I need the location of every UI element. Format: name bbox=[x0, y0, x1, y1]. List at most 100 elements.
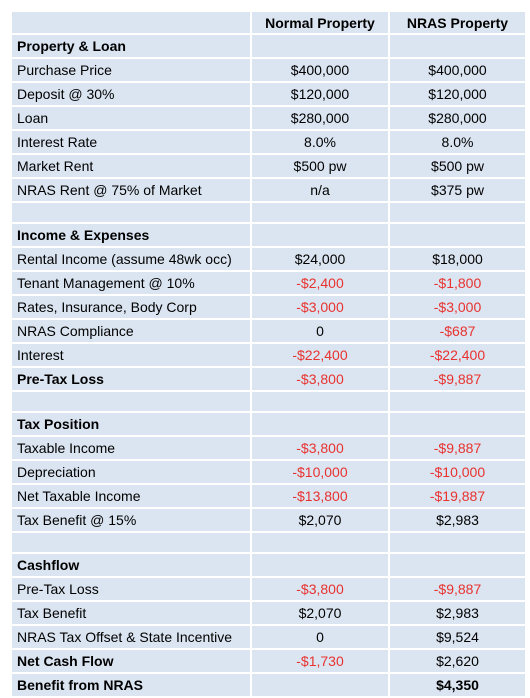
row-label: Income & Expenses bbox=[10, 222, 252, 248]
value-cell: -$19,887 bbox=[388, 483, 527, 509]
row-label: Market Rent bbox=[10, 153, 252, 179]
row-label: Purchase Price bbox=[10, 57, 252, 83]
value-cell: -$9,887 bbox=[388, 366, 527, 392]
value-cell: $500 pw bbox=[388, 153, 527, 179]
header-cell bbox=[10, 10, 252, 35]
value-cell: $4,350 bbox=[388, 672, 527, 698]
value-cell: n/a bbox=[250, 177, 390, 203]
row-label: Net Taxable Income bbox=[10, 483, 252, 509]
value-cell: -$1,800 bbox=[388, 270, 527, 296]
value-cell: $400,000 bbox=[388, 57, 527, 83]
value-cell: $280,000 bbox=[250, 105, 390, 131]
value-cell: -$10,000 bbox=[250, 459, 390, 485]
empty-cell bbox=[388, 33, 527, 59]
row-label: Tax Benefit bbox=[10, 600, 252, 626]
value-cell: 8.0% bbox=[250, 129, 390, 155]
value-cell: $2,070 bbox=[250, 507, 390, 533]
row-label: Taxable Income bbox=[10, 435, 252, 461]
empty-cell bbox=[388, 552, 527, 578]
table-row: NRAS Tax Offset & State Incentive 0 $9,524 bbox=[10, 624, 527, 650]
table-row: Rental Income (assume 48wk occ) $24,000 $1… bbox=[10, 246, 527, 272]
table-row: Pre-Tax Loss -$3,800 -$9,887 bbox=[10, 366, 527, 392]
empty-cell bbox=[10, 201, 252, 224]
table-body: Property & Loan Purchase Price $400,000 $40… bbox=[10, 33, 527, 698]
empty-cell bbox=[388, 201, 527, 224]
value-cell: 0 bbox=[250, 318, 390, 344]
value-cell: 0 bbox=[250, 624, 390, 650]
table-row: Income & Expenses bbox=[10, 222, 527, 248]
empty-cell bbox=[250, 552, 390, 578]
page: Normal Property NRAS Property Property &… bbox=[10, 10, 527, 698]
value-cell: $120,000 bbox=[388, 81, 527, 107]
empty-cell bbox=[250, 672, 390, 698]
value-cell: -$13,800 bbox=[250, 483, 390, 509]
value-cell: $2,620 bbox=[388, 648, 527, 674]
header-cell: Normal Property bbox=[250, 10, 390, 35]
value-cell: -$3,800 bbox=[250, 435, 390, 461]
table-row: Net Taxable Income -$13,800 -$19,887 bbox=[10, 483, 527, 509]
value-cell: -$3,800 bbox=[250, 576, 390, 602]
row-label: Interest bbox=[10, 342, 252, 368]
value-cell: $120,000 bbox=[250, 81, 390, 107]
row-label: Rates, Insurance, Body Corp bbox=[10, 294, 252, 320]
empty-cell bbox=[388, 531, 527, 554]
table-row: Interest -$22,400 -$22,400 bbox=[10, 342, 527, 368]
value-cell: $9,524 bbox=[388, 624, 527, 650]
row-label: Loan bbox=[10, 105, 252, 131]
table-row: NRAS Rent @ 75% of Market n/a $375 pw bbox=[10, 177, 527, 203]
value-cell: $18,000 bbox=[388, 246, 527, 272]
row-label: Cashflow bbox=[10, 552, 252, 578]
value-cell: $2,070 bbox=[250, 600, 390, 626]
row-label: Rental Income (assume 48wk occ) bbox=[10, 246, 252, 272]
table-row: Tax Position bbox=[10, 411, 527, 437]
value-cell: -$9,887 bbox=[388, 435, 527, 461]
empty-cell bbox=[10, 390, 252, 413]
empty-cell bbox=[250, 201, 390, 224]
value-cell: -$22,400 bbox=[388, 342, 527, 368]
table-row: Tenant Management @ 10% -$2,400 -$1,800 bbox=[10, 270, 527, 296]
property-comparison-table: Normal Property NRAS Property Property &… bbox=[10, 10, 527, 698]
empty-cell bbox=[388, 411, 527, 437]
value-cell: $2,983 bbox=[388, 507, 527, 533]
value-cell: -$3,800 bbox=[250, 366, 390, 392]
empty-cell bbox=[250, 33, 390, 59]
row-label: Deposit @ 30% bbox=[10, 81, 252, 107]
table-row: Taxable Income -$3,800 -$9,887 bbox=[10, 435, 527, 461]
table-row: Market Rent $500 pw $500 pw bbox=[10, 153, 527, 179]
value-cell: $375 pw bbox=[388, 177, 527, 203]
empty-cell bbox=[388, 222, 527, 248]
table-row: Benefit from NRAS $4,350 bbox=[10, 672, 527, 698]
value-cell: $24,000 bbox=[250, 246, 390, 272]
empty-cell bbox=[388, 390, 527, 413]
table-row: Rates, Insurance, Body Corp -$3,000 -$3,00… bbox=[10, 294, 527, 320]
table-row bbox=[10, 201, 527, 224]
row-label: Interest Rate bbox=[10, 129, 252, 155]
row-label: NRAS Compliance bbox=[10, 318, 252, 344]
value-cell: $500 pw bbox=[250, 153, 390, 179]
value-cell: $280,000 bbox=[388, 105, 527, 131]
value-cell: -$22,400 bbox=[250, 342, 390, 368]
row-label: Depreciation bbox=[10, 459, 252, 485]
table-row: Cashflow bbox=[10, 552, 527, 578]
table-row: Pre-Tax Loss -$3,800 -$9,887 bbox=[10, 576, 527, 602]
value-cell: $2,983 bbox=[388, 600, 527, 626]
table-row: Purchase Price $400,000 $400,000 bbox=[10, 57, 527, 83]
table-row: Deposit @ 30% $120,000 $120,000 bbox=[10, 81, 527, 107]
table-row: Tax Benefit $2,070 $2,983 bbox=[10, 600, 527, 626]
row-label: NRAS Rent @ 75% of Market bbox=[10, 177, 252, 203]
row-label: Benefit from NRAS bbox=[10, 672, 252, 698]
value-cell: -$3,000 bbox=[388, 294, 527, 320]
value-cell: $400,000 bbox=[250, 57, 390, 83]
value-cell: -$1,730 bbox=[250, 648, 390, 674]
empty-cell bbox=[250, 222, 390, 248]
row-label: NRAS Tax Offset & State Incentive bbox=[10, 624, 252, 650]
row-label: Net Cash Flow bbox=[10, 648, 252, 674]
value-cell: -$2,400 bbox=[250, 270, 390, 296]
header-cell: NRAS Property bbox=[388, 10, 527, 35]
table-row: Loan $280,000 $280,000 bbox=[10, 105, 527, 131]
header-row: Normal Property NRAS Property bbox=[10, 10, 527, 35]
empty-cell bbox=[250, 531, 390, 554]
table-row bbox=[10, 531, 527, 554]
row-label: Tax Position bbox=[10, 411, 252, 437]
empty-cell bbox=[250, 390, 390, 413]
